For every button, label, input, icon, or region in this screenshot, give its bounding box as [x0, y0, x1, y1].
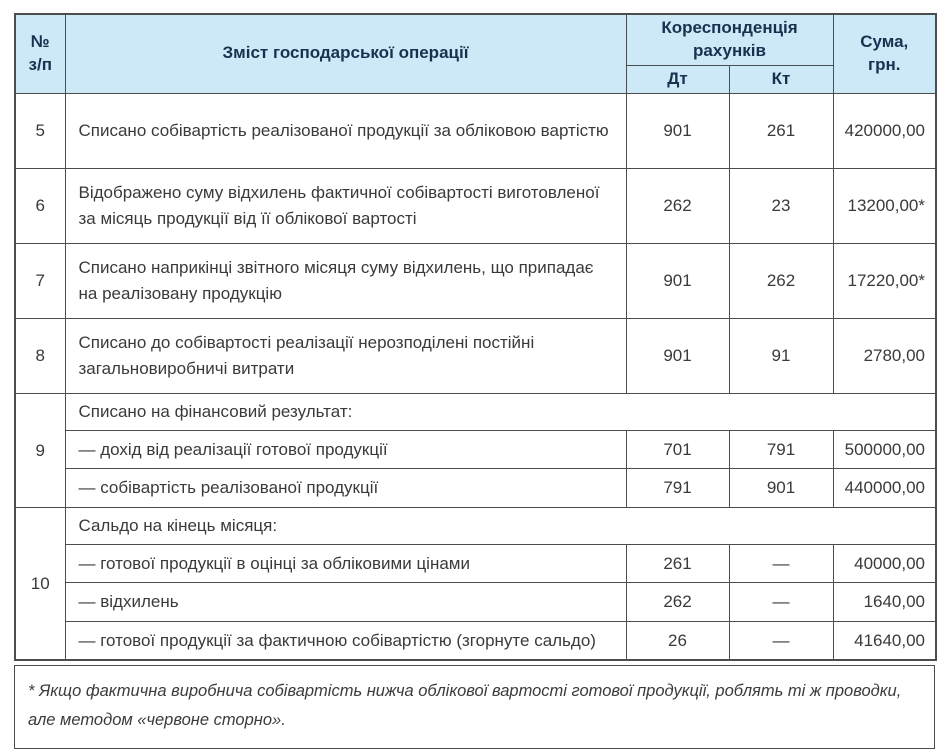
sum-value: 13200,00* — [832, 167, 937, 244]
row-content: — дохід від реалізації готової продукції — [64, 429, 627, 470]
row-content: Списано наприкінці звітного місяця суму … — [64, 242, 627, 319]
row-num: 7 — [14, 242, 66, 319]
footnote: * Якщо фактична виробнича собівартість н… — [14, 665, 935, 749]
dt-value: 701 — [625, 429, 730, 470]
table-subrow: — собівартість реалізованої продукції 79… — [15, 468, 937, 508]
dt-value: 791 — [625, 468, 730, 508]
group-label: Списано на фінансовий результат: — [64, 392, 937, 431]
table-header: № з/п Зміст господарської операції Корес… — [14, 13, 937, 94]
table-row: 8 Списано до собівартості реалізації нер… — [14, 317, 937, 394]
row-content: — собівартість реалізованої продукції — [64, 468, 627, 508]
table-row: 6 Відображено суму відхилень фактичної с… — [14, 167, 937, 244]
accounting-operations-table: № з/п Зміст господарської операції Корес… — [14, 13, 938, 662]
dt-value: 26 — [625, 620, 730, 661]
header-row-sub: Дт Кт — [15, 64, 936, 94]
sum-value: 500000,00 — [832, 429, 937, 470]
header-row-top: № з/п Зміст господарської операції Корес… — [14, 13, 937, 94]
table-subrow: — відхилень 262 — 1640,00 — [15, 582, 937, 622]
kt-value: 261 — [728, 92, 834, 169]
table-row-group-header: 9 Списано на фінансовий результат: — [14, 392, 937, 508]
col-header-correspondence: Кореспонденція рахунків — [625, 13, 834, 66]
sum-value: 440000,00 — [832, 468, 937, 508]
col-header-kt: Кт — [728, 64, 834, 94]
kt-value: 791 — [728, 429, 834, 470]
sum-value: 17220,00* — [832, 242, 937, 319]
table-row: 7 Списано наприкінці звітного місяця сум… — [14, 242, 937, 319]
row-content: Списано до собівартості реалізації нероз… — [64, 317, 627, 394]
kt-value: — — [728, 620, 834, 661]
table-row: 5 Списано собівартість реалізованої прод… — [14, 92, 937, 169]
group-label: Сальдо на кінець місяця: — [64, 506, 937, 545]
table-subrow: — дохід від реалізації готової продукції… — [15, 429, 937, 470]
kt-value: 901 — [728, 468, 834, 508]
dt-value: 261 — [625, 543, 730, 584]
kt-value: 91 — [728, 317, 834, 394]
col-header-content: Зміст господарської операції — [64, 13, 627, 94]
row-num: 10 — [14, 506, 66, 661]
table-row-group-header: 10 Сальдо на кінець місяця: — [14, 506, 937, 661]
dt-value: 901 — [625, 242, 730, 319]
sum-value: 420000,00 — [832, 92, 937, 169]
row-content: — готової продукції за фактичною собівар… — [64, 620, 627, 661]
kt-value: — — [728, 543, 834, 584]
col-header-num: № з/п — [14, 13, 66, 94]
row-content: — готової продукції в оцінці за облікови… — [64, 543, 627, 584]
row-content: — відхилень — [64, 582, 627, 622]
kt-value: 262 — [728, 242, 834, 319]
dt-value: 262 — [625, 167, 730, 244]
page: № з/п Зміст господарської операції Корес… — [14, 13, 938, 749]
sum-value: 40000,00 — [832, 543, 937, 584]
row-content: Відображено суму відхилень фактичної соб… — [64, 167, 627, 244]
kt-value: — — [728, 582, 834, 622]
table-body: 5 Списано собівартість реалізованої прод… — [14, 92, 937, 661]
kt-value: 23 — [728, 167, 834, 244]
dt-value: 901 — [625, 317, 730, 394]
row-content: Списано собівартість реалізованої продук… — [64, 92, 627, 169]
sum-value: 1640,00 — [832, 582, 937, 622]
row-num: 6 — [14, 167, 66, 244]
sum-value: 2780,00 — [832, 317, 937, 394]
col-header-sum: Сума, грн. — [832, 13, 937, 94]
col-header-dt: Дт — [625, 64, 730, 94]
row-num: 8 — [14, 317, 66, 394]
row-num: 5 — [14, 92, 66, 169]
row-num: 9 — [14, 392, 66, 508]
dt-value: 901 — [625, 92, 730, 169]
table-subrow: — готової продукції в оцінці за облікови… — [15, 543, 937, 584]
sum-value: 41640,00 — [832, 620, 937, 661]
dt-value: 262 — [625, 582, 730, 622]
table-subrow: — готової продукції за фактичною собівар… — [15, 620, 937, 661]
